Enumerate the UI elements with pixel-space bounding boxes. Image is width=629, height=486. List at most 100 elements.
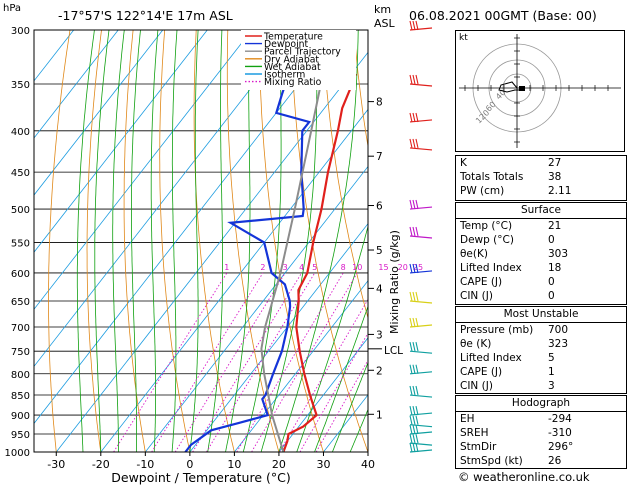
index-label: Temp (°C) — [460, 220, 513, 232]
wet-adiabat — [207, 30, 223, 452]
wind-barb-flag — [409, 20, 413, 31]
wind-barb — [409, 424, 433, 428]
x-tick-label: -30 — [47, 458, 65, 471]
legend-label: Parcel Trajectory — [264, 47, 341, 58]
pressure-tick-label: 450 — [11, 168, 30, 179]
index-row: Totals Totals 38 — [456, 170, 626, 184]
isotherm — [100, 108, 368, 452]
wind-barb — [409, 147, 433, 151]
pressure-unit: hPa — [3, 3, 22, 14]
wind-barb-flag — [415, 226, 419, 237]
index-value: 2.11 — [548, 185, 572, 197]
dry-adiabat — [86, 30, 102, 452]
isotherm — [34, 30, 342, 425]
isotherm — [55, 51, 368, 452]
wind-barb-flag — [415, 442, 419, 453]
index-label: CIN (J) — [460, 290, 493, 302]
pressure-tick-label: 850 — [11, 391, 30, 402]
index-label: Pressure (mb) — [460, 324, 534, 336]
x-tick-label: -10 — [136, 458, 154, 471]
isotherm — [234, 280, 368, 452]
wind-barb-flag — [415, 364, 419, 374]
wind-barb — [409, 300, 433, 304]
series-dewpoint — [184, 30, 312, 452]
wind-barb — [409, 83, 433, 87]
index-value: 0 — [548, 276, 555, 288]
mixing-ratio-axis-label: Mixing Ratio (g/kg) — [388, 230, 401, 334]
wind-barb — [409, 442, 433, 446]
index-value: 18 — [548, 262, 562, 274]
x-tick-label: 0 — [186, 458, 193, 471]
index-value: 303 — [548, 248, 569, 260]
mixing-ratio-line — [192, 272, 302, 452]
index-label: K — [460, 157, 467, 169]
km-tick-label: 8 — [376, 97, 383, 109]
wind-barb-flag — [409, 342, 413, 352]
index-label: EH — [460, 413, 475, 425]
wind-barb-flag — [415, 112, 419, 123]
wet-adiabat — [112, 30, 125, 452]
index-row: Pressure (mb) 700 — [456, 323, 626, 337]
hodograph-stats-title: Hodograph — [456, 396, 626, 412]
isotherm — [34, 30, 208, 253]
wind-barb-flag — [409, 415, 413, 425]
km-tick-label: 1 — [376, 409, 383, 421]
dry-adiabat — [159, 30, 191, 452]
wind-barb — [409, 449, 433, 453]
wind-barb-flag — [415, 405, 419, 416]
mixing-ratio-line — [151, 272, 264, 452]
wind-barb-flag — [415, 138, 419, 149]
wind-barb-flag — [412, 291, 416, 302]
index-value: 5 — [548, 352, 555, 364]
wind-barb-flag — [415, 385, 419, 396]
wet-adiabat — [314, 305, 368, 452]
wind-barb-flag — [412, 364, 416, 374]
x-tick-label: 30 — [316, 458, 330, 471]
wind-barb-flag — [412, 385, 416, 396]
km-tick-label: 6 — [376, 201, 383, 213]
datetime-title: 06.08.2021 00GMT (Base: 00) — [409, 8, 597, 23]
pressure-tick-label: 800 — [11, 370, 30, 381]
wind-barb-flag — [412, 424, 416, 435]
legend-label: Dry Adiabat — [264, 54, 319, 65]
pressure-tick-label: 550 — [11, 238, 30, 249]
pressure-tick-label: 650 — [11, 297, 30, 308]
index-value: 0 — [548, 234, 555, 246]
wet-adiabat — [76, 30, 95, 452]
plot-frame — [33, 29, 369, 453]
lcl-label: LCL — [384, 345, 403, 357]
index-value: 323 — [548, 338, 569, 350]
surface-panel: Surface Temp (°C) 21 Dewp (°C) 0 θe(K) 303 Lif… — [455, 202, 627, 305]
pressure-tick-label: 1000 — [5, 448, 30, 459]
wind-barb-flag — [415, 20, 419, 31]
mixing-ratio-label: 25 — [413, 263, 423, 272]
index-label: CAPE (J) — [460, 276, 503, 288]
mixing-ratio-line — [113, 272, 228, 452]
index-label: StmSpd (kt) — [460, 455, 523, 467]
mixing-ratio-label: 20 — [398, 263, 408, 272]
wind-barb-flag — [409, 74, 413, 85]
index-value: 26 — [548, 455, 562, 467]
mixing-ratio-line — [236, 272, 344, 452]
index-value: 700 — [548, 324, 569, 336]
mixing-ratio-label: 3 — [283, 263, 288, 272]
km-tick-label: 7 — [376, 151, 383, 163]
isotherm — [34, 30, 297, 368]
index-row: SREH -310 — [456, 426, 626, 440]
wind-barb-flag — [415, 74, 419, 85]
legend-label: Isotherm — [264, 70, 305, 81]
hodograph-unit: kt — [459, 33, 468, 43]
wet-adiabat — [189, 30, 199, 452]
dry-adiabat — [226, 30, 280, 452]
dry-adiabat — [353, 30, 368, 149]
wind-barb-flag — [412, 405, 416, 416]
wet-adiabat — [94, 30, 110, 452]
x-tick-label: 20 — [272, 458, 286, 471]
wind-barb-flag — [412, 415, 416, 425]
pressure-tick-label: 700 — [11, 323, 30, 334]
km-tick-label: 3 — [376, 329, 383, 341]
wind-barb-flag — [412, 442, 416, 453]
index-label: CAPE (J) — [460, 366, 503, 378]
